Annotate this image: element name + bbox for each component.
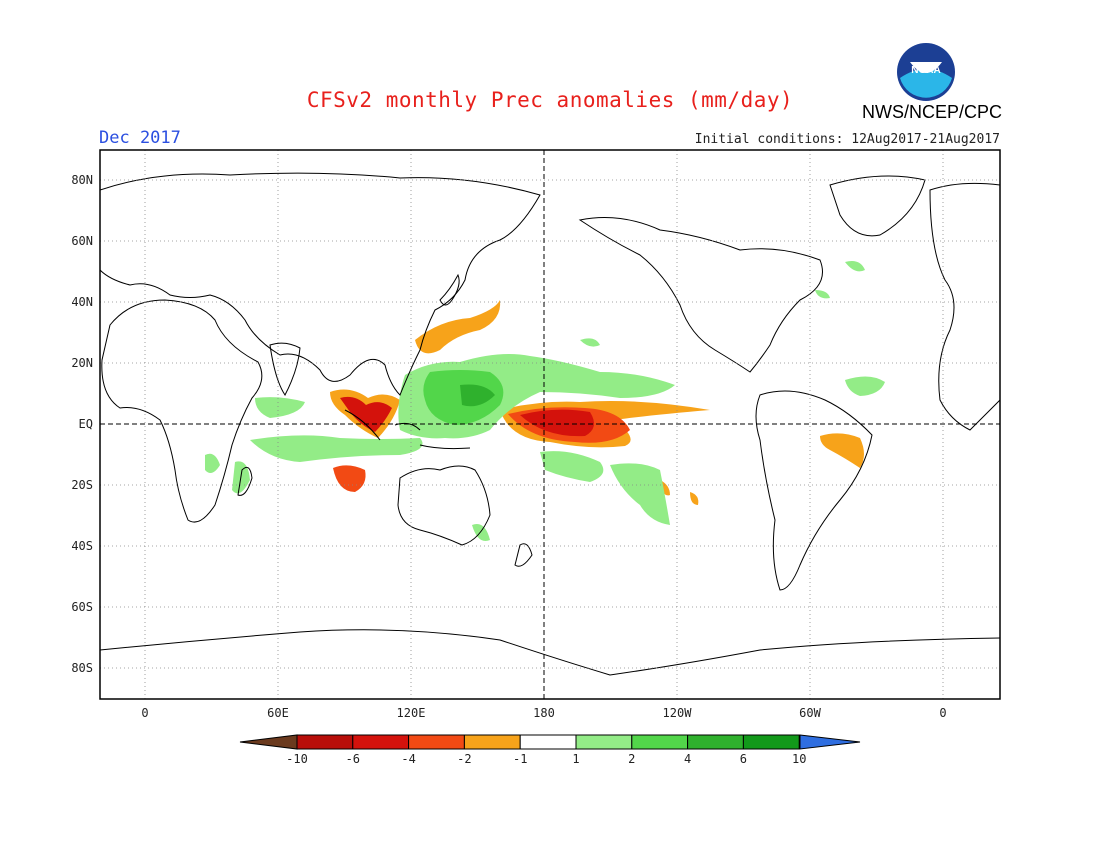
island-madagascar: [237, 466, 253, 496]
lat-label: 80S: [71, 661, 93, 675]
continent-eurasia: [100, 172, 541, 396]
lat-label: 60N: [71, 234, 93, 248]
lon-label: 0: [141, 706, 148, 720]
colorbar-label: 6: [740, 752, 747, 766]
colorbar-box: [519, 734, 577, 750]
continent-africa: [101, 299, 263, 523]
lon-label: 0: [939, 706, 946, 720]
colorbar-label: 2: [628, 752, 635, 766]
colorbar-arrow-low: [239, 734, 298, 750]
wet-anomaly-indian-ocean-band: [250, 397, 423, 462]
colorbar-label: -6: [346, 752, 360, 766]
lat-label: 40S: [71, 539, 93, 553]
dry-anomaly-wnp: [415, 300, 501, 354]
dry-anomaly-spcz: [660, 480, 699, 505]
region-india: [269, 342, 301, 396]
colorbar-box: [352, 734, 410, 750]
lat-label: 40N: [71, 295, 93, 309]
chart-title: CFSv2 monthly Prec anomalies (mm/day): [306, 88, 794, 112]
lat-label: 60S: [71, 600, 93, 614]
anomaly-shading: [205, 261, 885, 541]
noaa-logo: NOAA: [897, 43, 955, 101]
dry-anomaly-central-pacific-max: [520, 409, 594, 437]
island-new-zealand: [514, 543, 533, 567]
wet-anomaly-south-pacific: [540, 451, 670, 525]
colorbar-label: 4: [684, 752, 691, 766]
colorbar-label: -10: [286, 752, 308, 766]
wet-anomaly-western-pacific-strong: [460, 384, 495, 407]
lon-label: 60E: [267, 706, 289, 720]
lat-label: 80N: [71, 173, 93, 187]
lat-label: EQ: [79, 417, 93, 431]
continent-europe-wrap: [929, 182, 1000, 431]
colorbar-arrow-high: [799, 734, 861, 750]
island-japan: [439, 273, 460, 306]
dry-anomaly-sumatra-core: [340, 396, 392, 432]
wet-anomaly-atlantic: [815, 261, 885, 396]
wet-anomaly-africa: [205, 453, 250, 494]
lon-label: 60W: [799, 706, 821, 720]
continent-australia: [397, 465, 491, 546]
lon-label: 120W: [663, 706, 693, 720]
colorbar-box: [631, 734, 689, 750]
dry-anomaly-brazil: [820, 433, 864, 468]
longitude-axis: 0 60E 120E 180 120W 60W 0: [141, 706, 946, 720]
continent-south-america: [755, 390, 873, 591]
initial-conditions-label: Initial conditions: 12Aug2017-21Aug2017: [694, 132, 1000, 147]
lon-label: 120E: [397, 706, 426, 720]
colorbar-label: 10: [792, 752, 806, 766]
colorbar-box: [296, 734, 354, 750]
colorbar-box: [463, 734, 521, 750]
island-greenland: [829, 175, 926, 237]
colorbar-box: [408, 734, 465, 750]
continent-north-america: [578, 217, 823, 373]
lon-label: 180: [533, 706, 555, 720]
colorbar-box: [575, 734, 633, 750]
colorbar-label: -1: [513, 752, 527, 766]
colorbar: -10 -6 -4 -2 -1 1 2 4 6 10: [239, 734, 861, 766]
lat-label: 20N: [71, 356, 93, 370]
colorbar-label: 1: [572, 752, 579, 766]
latitude-axis: 80N 60N 40N 20N EQ 20S 40S 60S 80S: [71, 173, 93, 675]
agency-label: NWS/NCEP/CPC: [861, 102, 1002, 122]
colorbar-box: [742, 734, 800, 750]
reference-lines: [100, 150, 1000, 699]
dry-anomaly-indian-ocean: [333, 465, 366, 492]
forecast-month: Dec 2017: [99, 128, 181, 148]
colorbar-label: -2: [457, 752, 471, 766]
lat-label: 20S: [71, 478, 93, 492]
colorbar-label: -4: [401, 752, 415, 766]
map-frame: [99, 149, 1001, 700]
colorbar-box: [687, 734, 744, 750]
continent-antarctica: [100, 629, 1000, 676]
noaa-logo-text: NOAA: [911, 65, 940, 76]
